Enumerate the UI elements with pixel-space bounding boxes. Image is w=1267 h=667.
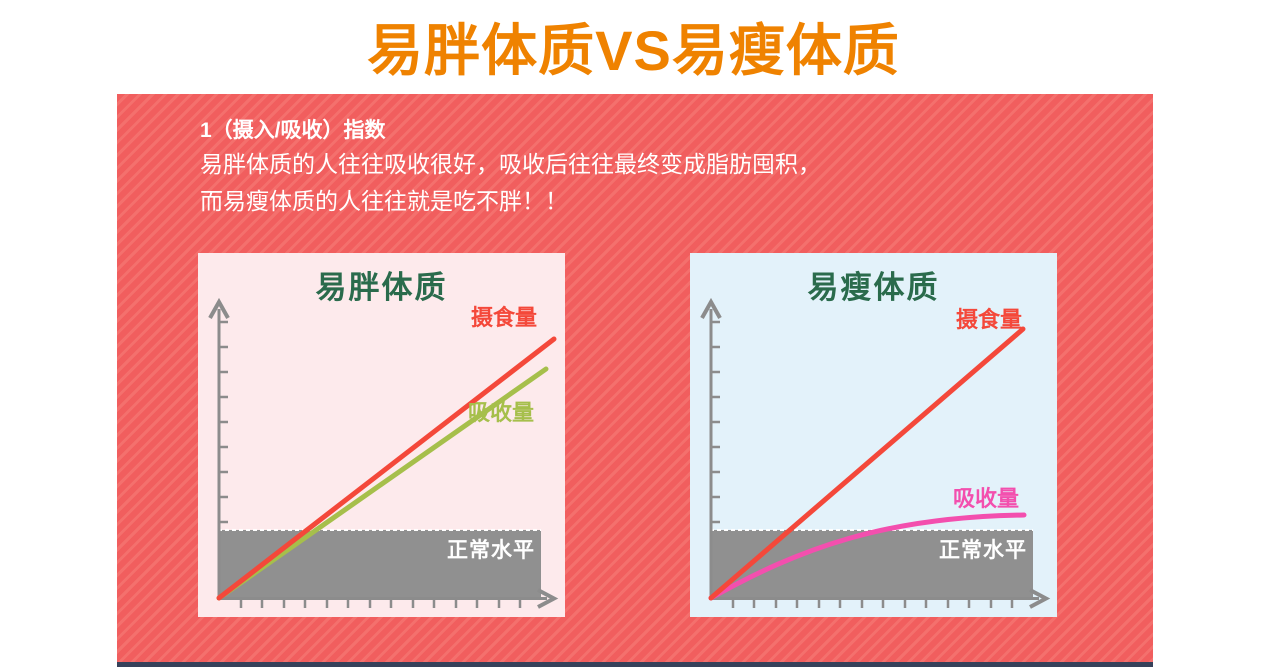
x-axis-ticks <box>731 600 1014 608</box>
intro-line-1: 易胖体质的人往往吸收很好，吸收后往往最终变成脂肪囤积， <box>200 151 821 177</box>
absorption-label-right: 吸收量 <box>953 486 1020 511</box>
y-axis-arrow-icon <box>700 297 722 319</box>
y-axis-ticks <box>712 320 720 524</box>
intro-text-block: 1（摄入/吸收）指数 易胖体质的人往往吸收很好，吸收后往往最终变成脂肪囤积， 而… <box>200 116 821 220</box>
chart-thin-title: 易瘦体质 <box>807 270 940 305</box>
intake-label-right: 摄食量 <box>956 307 1023 332</box>
y-axis-ticks <box>220 320 228 524</box>
page-title: 易胖体质VS易瘦体质 <box>367 19 900 82</box>
chart-fat-prone: 易胖体质 摄食量 吸收量 正常水平 <box>198 253 565 617</box>
normal-level-label-left: 正常水平 <box>447 539 535 562</box>
x-axis-arrow-icon <box>537 588 559 609</box>
chart-thin-prone-canvas <box>700 297 1051 609</box>
y-axis-arrow-icon <box>208 297 230 319</box>
content-panel: 1（摄入/吸收）指数 易胖体质的人往往吸收很好，吸收后往往最终变成脂肪囤积， 而… <box>117 94 1153 662</box>
normal-level-label-right: 正常水平 <box>939 539 1027 562</box>
intro-heading: 1（摄入/吸收）指数 <box>200 119 386 142</box>
chart-fat-prone-canvas <box>208 297 559 609</box>
footer-bar <box>117 662 1153 667</box>
x-axis-ticks <box>239 600 522 608</box>
absorption-line <box>216 366 549 601</box>
chart-thin-prone: 易瘦体质 摄食量 吸收量 正常水平 <box>690 253 1057 617</box>
intake-label-left: 摄食量 <box>471 305 538 330</box>
absorption-curve <box>708 512 1027 601</box>
intake-line <box>708 326 1026 601</box>
chart-fat-title: 易胖体质 <box>315 270 448 305</box>
x-axis-arrow-icon <box>1029 588 1051 609</box>
intake-line <box>216 336 557 601</box>
intro-line-2: 而易瘦体质的人往往就是吃不胖！！ <box>200 188 568 214</box>
normal-level-band <box>710 530 1033 598</box>
absorption-label-left: 吸收量 <box>468 400 535 425</box>
